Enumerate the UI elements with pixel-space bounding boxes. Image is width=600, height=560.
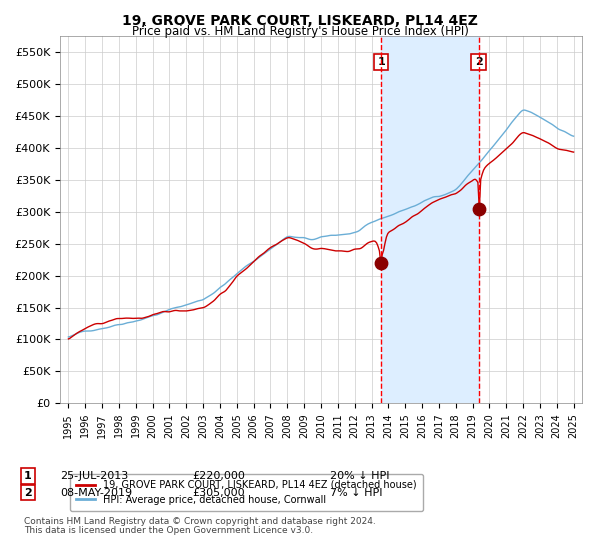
- Text: This data is licensed under the Open Government Licence v3.0.: This data is licensed under the Open Gov…: [24, 526, 313, 535]
- Text: 2: 2: [475, 57, 482, 67]
- Text: £305,000: £305,000: [192, 488, 245, 498]
- Point: [376, 258, 386, 267]
- Bar: [381, 36, 479, 403]
- Point: [474, 204, 484, 213]
- Legend: 19, GROVE PARK COURT, LISKEARD, PL14 4EZ (detached house), HPI: Average price, d: 19, GROVE PARK COURT, LISKEARD, PL14 4EZ…: [70, 474, 422, 511]
- Text: 2: 2: [24, 488, 32, 498]
- Text: Price paid vs. HM Land Registry's House Price Index (HPI): Price paid vs. HM Land Registry's House …: [131, 25, 469, 38]
- Text: 19, GROVE PARK COURT, LISKEARD, PL14 4EZ: 19, GROVE PARK COURT, LISKEARD, PL14 4EZ: [122, 14, 478, 28]
- Text: 08-MAY-2019: 08-MAY-2019: [60, 488, 132, 498]
- Text: 25-JUL-2013: 25-JUL-2013: [60, 471, 128, 481]
- Text: 7% ↓ HPI: 7% ↓ HPI: [330, 488, 383, 498]
- Text: £220,000: £220,000: [192, 471, 245, 481]
- Text: Contains HM Land Registry data © Crown copyright and database right 2024.: Contains HM Land Registry data © Crown c…: [24, 516, 376, 526]
- Text: 1: 1: [377, 57, 385, 67]
- Text: 1: 1: [24, 471, 32, 481]
- Text: 20% ↓ HPI: 20% ↓ HPI: [330, 471, 389, 481]
